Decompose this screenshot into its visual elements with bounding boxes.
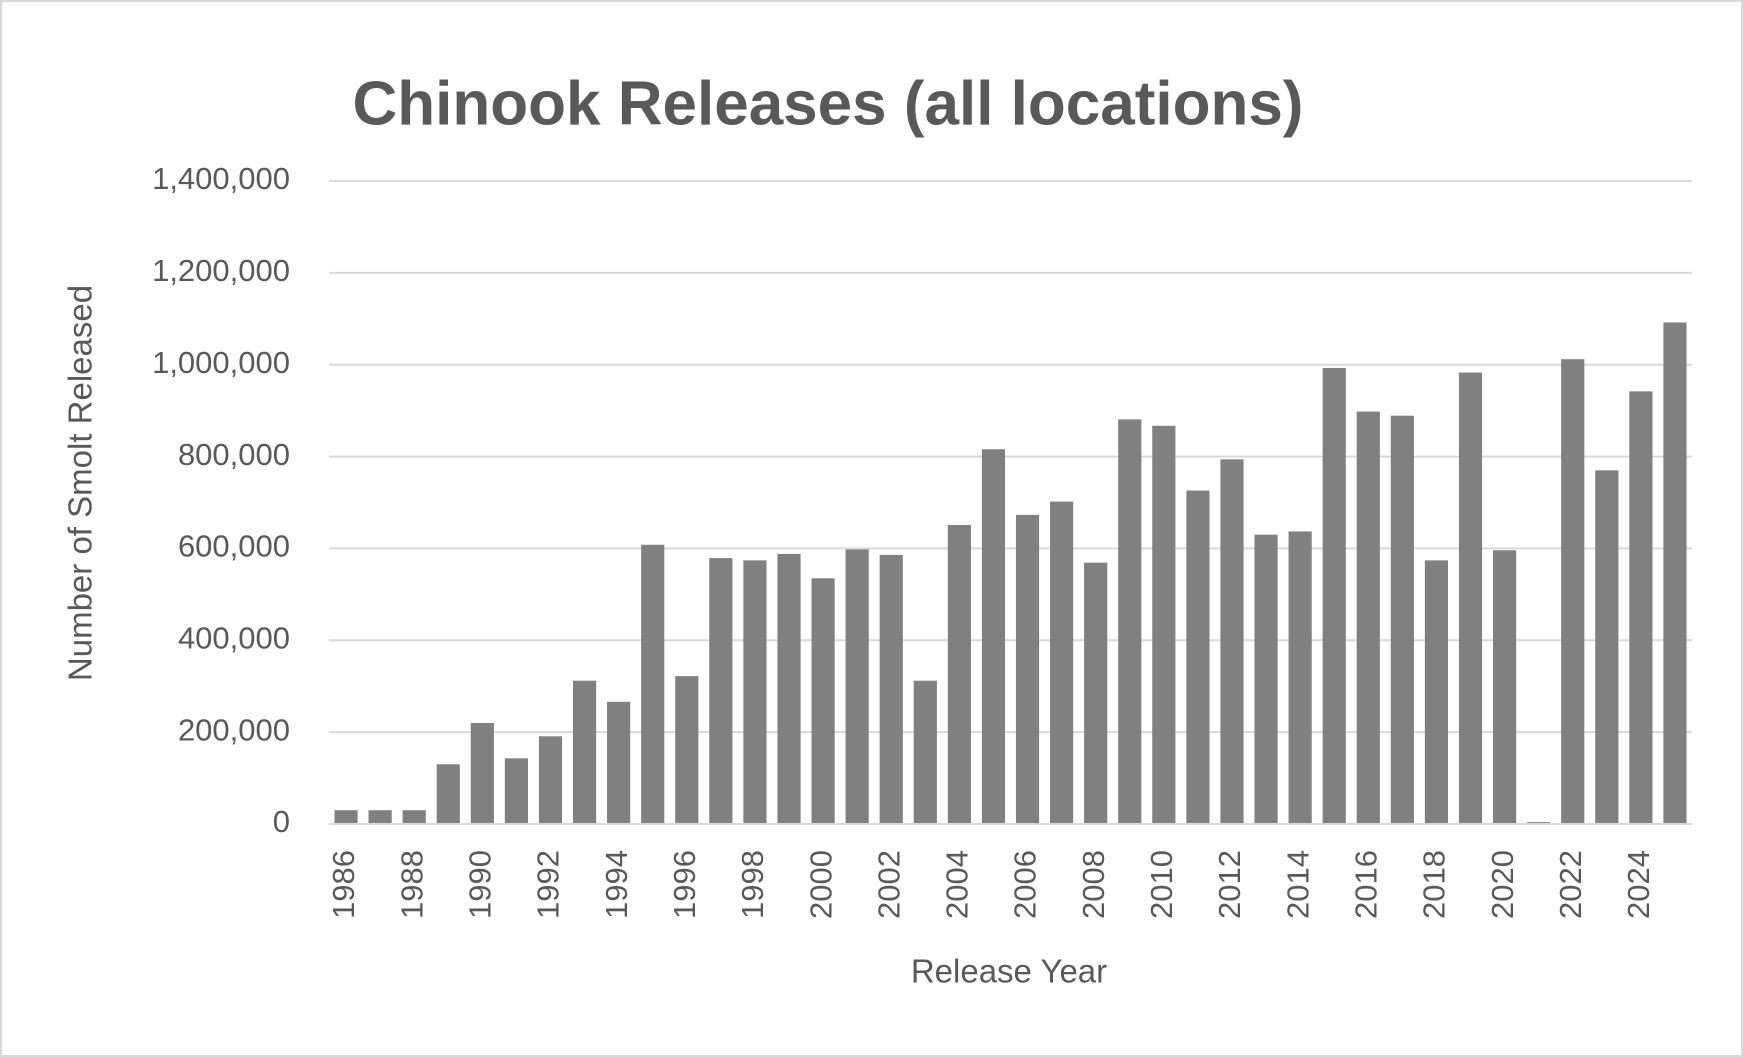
bar [1015,514,1040,824]
y-tick-label: 400,000 [178,620,290,655]
bar [641,544,665,824]
bar [845,549,869,824]
bar [1424,560,1449,824]
y-tick-label: 600,000 [178,529,290,564]
y-axis-label: Number of Smolt Released [62,285,99,681]
bar [504,758,528,824]
x-tick-label: 1988 [394,850,429,919]
bar [811,578,835,824]
bar [675,676,699,824]
bar [436,764,460,824]
x-tick-label: 1998 [735,850,770,919]
bar [1663,322,1687,824]
x-tick-label: 1986 [326,850,361,919]
bar [402,810,426,824]
y-tick-label: 200,000 [178,712,290,747]
x-tick-label: 2018 [1417,850,1452,919]
bar [913,680,937,824]
x-tick-label: 2012 [1212,850,1247,919]
x-tick-label: 2008 [1076,850,1111,919]
x-tick-label: 2020 [1485,850,1520,919]
x-tick-label: 1992 [531,850,566,919]
x-tick-label: 2002 [871,850,906,919]
bar [1186,490,1210,824]
chart-title: Chinook Releases (all locations) [353,69,1304,138]
x-tick-label: 2022 [1553,850,1588,919]
bar [334,810,358,824]
x-tick-label: 2000 [803,850,838,919]
bar [1629,391,1653,824]
bar [572,680,597,824]
bar [1220,459,1244,824]
x-tick-label: 2010 [1144,850,1179,919]
bar [1356,411,1380,824]
x-tick-label: 2004 [940,850,975,919]
bar [947,525,971,824]
y-tick-label: 1,200,000 [152,253,290,288]
x-tick-label: 2016 [1348,850,1383,919]
bar [1084,562,1108,824]
y-tick-label: 1,000,000 [152,345,290,380]
bar [607,701,631,824]
y-tick-label: 800,000 [178,437,290,472]
bar [1254,534,1278,824]
bar [1288,531,1312,824]
bar [1595,470,1619,824]
x-tick-label: 2024 [1621,850,1656,919]
bar [1390,415,1414,824]
y-tick-label: 0 [273,804,290,839]
bar [1561,359,1585,824]
x-tick-label: 2006 [1008,850,1043,919]
bar [538,736,563,824]
x-tick-label: 1994 [599,850,634,919]
bar [981,449,1006,824]
bar [1118,419,1142,824]
bar [743,560,767,824]
bar [1050,501,1074,824]
bar [709,558,733,824]
bar [470,722,494,824]
x-tick-label: 1990 [463,850,498,919]
bar [1493,550,1517,824]
x-tick-label: 1996 [667,850,702,919]
bar [879,554,903,824]
bar [1152,425,1176,824]
bar [1458,372,1483,824]
bar [777,553,801,824]
x-tick-label: 2014 [1280,850,1315,919]
y-tick-label: 1,400,000 [152,161,290,196]
bar [368,810,392,824]
x-axis-label: Release Year [911,953,1107,990]
bar [1322,367,1346,824]
